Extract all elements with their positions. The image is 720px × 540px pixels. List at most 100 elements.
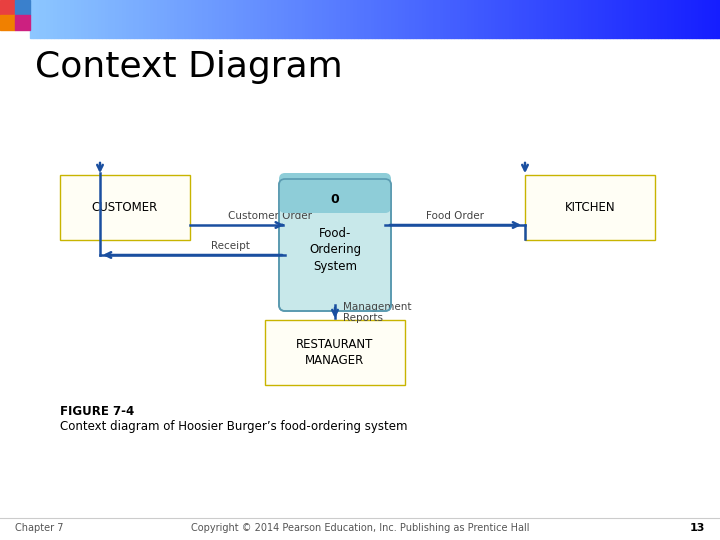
Bar — [199, 0, 202, 38]
Bar — [431, 0, 433, 38]
Bar — [206, 0, 210, 38]
Bar — [364, 0, 368, 38]
Bar — [382, 0, 385, 38]
Bar — [175, 0, 179, 38]
Bar — [189, 0, 192, 38]
Bar — [92, 0, 96, 38]
Bar — [50, 0, 54, 38]
Bar — [499, 0, 503, 38]
Bar — [696, 0, 699, 38]
Bar — [658, 0, 662, 38]
Bar — [37, 0, 40, 38]
Bar — [54, 0, 58, 38]
Bar — [192, 0, 196, 38]
Bar — [223, 0, 227, 38]
Bar — [596, 0, 599, 38]
Bar — [613, 0, 616, 38]
Bar — [672, 0, 675, 38]
Bar — [15, 0, 30, 15]
Bar — [703, 0, 706, 38]
Bar — [454, 0, 458, 38]
Bar — [716, 0, 720, 38]
Bar — [148, 0, 150, 38]
Bar — [530, 0, 534, 38]
Bar — [392, 0, 396, 38]
Bar — [275, 0, 279, 38]
Bar — [150, 0, 154, 38]
Bar — [285, 0, 289, 38]
Bar — [682, 0, 685, 38]
Bar — [116, 0, 120, 38]
Bar — [562, 0, 564, 38]
Text: KITCHEN: KITCHEN — [564, 201, 616, 214]
Bar — [379, 0, 382, 38]
Bar — [385, 0, 389, 38]
FancyBboxPatch shape — [279, 173, 391, 213]
Bar — [48, 0, 50, 38]
Bar — [713, 0, 716, 38]
Bar — [15, 15, 30, 30]
Text: 0: 0 — [330, 193, 339, 206]
Bar — [693, 0, 696, 38]
Bar — [368, 0, 372, 38]
Bar — [302, 0, 306, 38]
Bar — [606, 0, 610, 38]
Text: FIGURE 7-4: FIGURE 7-4 — [60, 405, 134, 418]
Bar — [337, 0, 341, 38]
Bar — [60, 175, 190, 240]
Bar — [603, 0, 606, 38]
Bar — [248, 0, 251, 38]
Bar — [534, 0, 537, 38]
Bar — [413, 0, 416, 38]
Text: Copyright © 2014 Pearson Education, Inc. Publishing as Prentice Hall: Copyright © 2014 Pearson Education, Inc.… — [191, 523, 529, 533]
Bar — [372, 0, 375, 38]
Bar — [316, 0, 320, 38]
Bar — [244, 0, 248, 38]
Bar — [651, 0, 654, 38]
Bar — [647, 0, 651, 38]
Bar — [30, 0, 33, 38]
Bar — [213, 0, 216, 38]
Bar — [610, 0, 613, 38]
Bar — [78, 0, 82, 38]
Text: RESTAURANT
MANAGER: RESTAURANT MANAGER — [297, 339, 374, 367]
Bar — [230, 0, 233, 38]
Bar — [479, 0, 482, 38]
Bar — [313, 0, 316, 38]
Bar — [699, 0, 703, 38]
Bar — [130, 0, 133, 38]
Bar — [33, 0, 37, 38]
Bar — [0, 15, 15, 30]
Bar — [216, 0, 220, 38]
Bar — [161, 0, 165, 38]
Bar — [323, 0, 327, 38]
Bar — [554, 0, 558, 38]
Bar — [451, 0, 454, 38]
Bar — [133, 0, 137, 38]
Bar — [279, 0, 282, 38]
FancyBboxPatch shape — [279, 179, 391, 311]
Bar — [399, 0, 402, 38]
Bar — [654, 0, 658, 38]
Bar — [127, 0, 130, 38]
Bar — [137, 0, 140, 38]
Bar — [168, 0, 171, 38]
Bar — [113, 0, 116, 38]
Bar — [58, 0, 61, 38]
Bar — [109, 0, 113, 38]
Bar — [258, 0, 261, 38]
Bar — [541, 0, 544, 38]
Bar — [485, 0, 489, 38]
Bar — [181, 0, 185, 38]
Bar — [506, 0, 510, 38]
Bar — [327, 0, 330, 38]
Bar — [251, 0, 254, 38]
Bar — [330, 0, 333, 38]
Bar — [292, 0, 296, 38]
Bar — [437, 0, 441, 38]
Bar — [441, 0, 444, 38]
Bar — [358, 0, 361, 38]
Bar — [320, 0, 323, 38]
Bar — [40, 0, 44, 38]
Bar — [102, 0, 106, 38]
